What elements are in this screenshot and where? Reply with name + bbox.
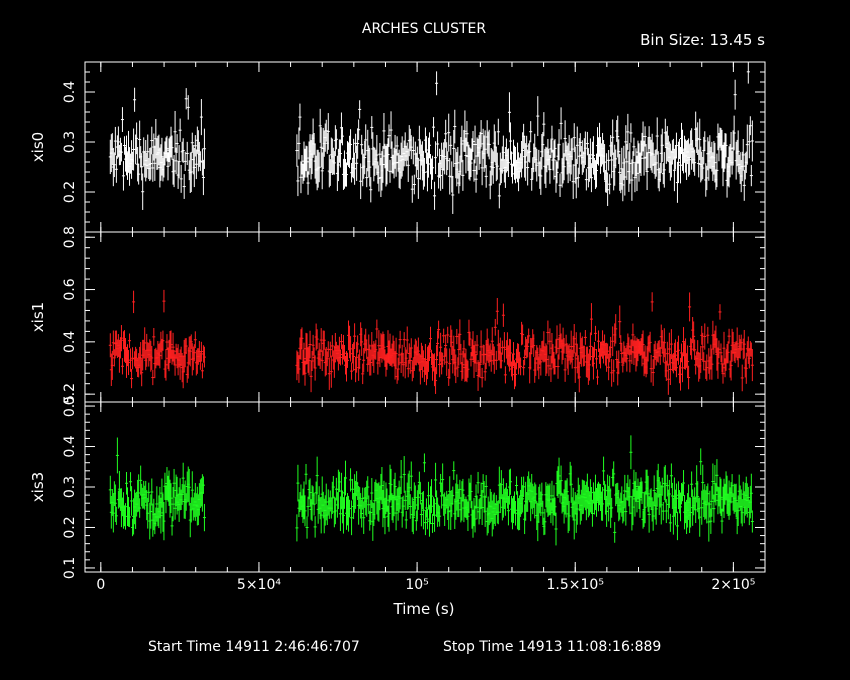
chart-title: ARCHES CLUSTER <box>362 21 487 37</box>
y-tick-label: 0.3 <box>62 476 78 498</box>
series-xis1 <box>108 289 754 395</box>
x-tick-label: 5×10⁴ <box>237 577 281 593</box>
series-name-xis0: xis0 <box>29 132 47 162</box>
bin-size-label: Bin Size: 13.45 s <box>640 31 765 49</box>
x-tick-label: 0 <box>96 577 105 593</box>
x-tick-label: 1.5×10⁵ <box>547 577 604 593</box>
y-tick-label: 0.3 <box>62 131 78 153</box>
x-tick-label: 10⁵ <box>405 577 428 593</box>
panel-xis0: 0.2 0.3 0.4 xis0 <box>29 61 766 233</box>
panel-xis3: 0.1 0.2 0.3 0.4 0.5 xis3 <box>29 395 766 579</box>
y-tick-label: 0.5 <box>62 395 78 417</box>
start-time-label: Start Time 14911 2:46:46:707 <box>148 639 360 655</box>
series-xis3 <box>108 435 754 546</box>
panel-xis1: 0.2 0.4 0.6 0.8 xis1 <box>29 226 766 405</box>
x-axis-label: Time (s) <box>393 600 455 618</box>
series-name-xis1: xis1 <box>29 302 47 332</box>
series-name-xis3: xis3 <box>29 472 47 502</box>
y-tick-label: 0.8 <box>62 226 78 248</box>
x-tick-label: 2×10⁵ <box>711 577 755 593</box>
x-axis: 0 5×10⁴ 10⁵ 1.5×10⁵ 2×10⁵ <box>96 577 755 593</box>
series-xis0 <box>108 62 754 214</box>
y-tick-label: 0.2 <box>62 516 78 538</box>
y-tick-label: 0.2 <box>62 181 78 203</box>
y-tick-label: 0.4 <box>62 435 78 457</box>
y-tick-label: 0.4 <box>62 331 78 353</box>
y-tick-label: 0.6 <box>62 278 78 300</box>
y-tick-label: 0.4 <box>62 81 78 103</box>
y-tick-label: 0.2 <box>62 383 78 405</box>
stop-time-label: Stop Time 14913 11:08:16:889 <box>443 639 661 655</box>
panels-group: 0.20.30.4xis00.20.40.60.8xis10.10.20.30.… <box>29 61 766 579</box>
y-tick-label: 0.1 <box>62 557 78 579</box>
